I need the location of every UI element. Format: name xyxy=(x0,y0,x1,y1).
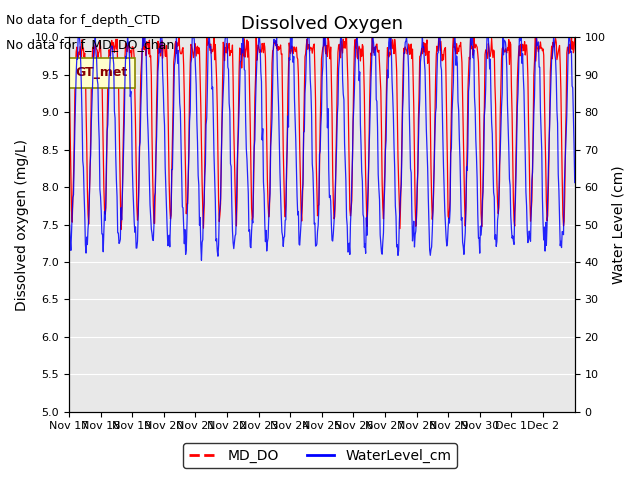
MD_DO xyxy=(218,117,226,123)
WaterLevel_cm xyxy=(125,39,132,45)
WaterLevel_cm xyxy=(571,180,579,185)
Text: GT_met: GT_met xyxy=(76,66,128,79)
MD_DO xyxy=(125,40,132,46)
WaterLevel_cm xyxy=(74,35,82,40)
WaterLevel_cm xyxy=(244,174,252,180)
MD_DO xyxy=(403,47,410,53)
WaterLevel_cm xyxy=(375,185,383,191)
MD_DO xyxy=(65,58,73,63)
MD_DO xyxy=(243,37,251,43)
WaterLevel_cm xyxy=(219,105,227,110)
WaterLevel_cm xyxy=(263,248,271,254)
WaterLevel_cm xyxy=(403,44,411,50)
FancyBboxPatch shape xyxy=(69,58,134,88)
Title: Dissolved Oxygen: Dissolved Oxygen xyxy=(241,15,403,33)
Y-axis label: Water Level (cm): Water Level (cm) xyxy=(611,165,625,284)
WaterLevel_cm xyxy=(65,233,73,239)
Y-axis label: Dissolved oxygen (mg/L): Dissolved oxygen (mg/L) xyxy=(15,139,29,311)
MD_DO xyxy=(571,35,579,41)
Line: WaterLevel_cm: WaterLevel_cm xyxy=(69,37,575,260)
Legend: MD_DO, WaterLevel_cm: MD_DO, WaterLevel_cm xyxy=(183,443,457,468)
MD_DO xyxy=(262,87,270,93)
MD_DO xyxy=(117,227,125,232)
Line: MD_DO: MD_DO xyxy=(69,34,575,229)
WaterLevel_cm xyxy=(198,257,205,263)
MD_DO xyxy=(374,49,382,55)
Text: No data for f_depth_CTD: No data for f_depth_CTD xyxy=(6,14,161,27)
Text: No data for f_MD_DO_chan: No data for f_MD_DO_chan xyxy=(6,38,175,51)
MD_DO xyxy=(568,31,575,36)
